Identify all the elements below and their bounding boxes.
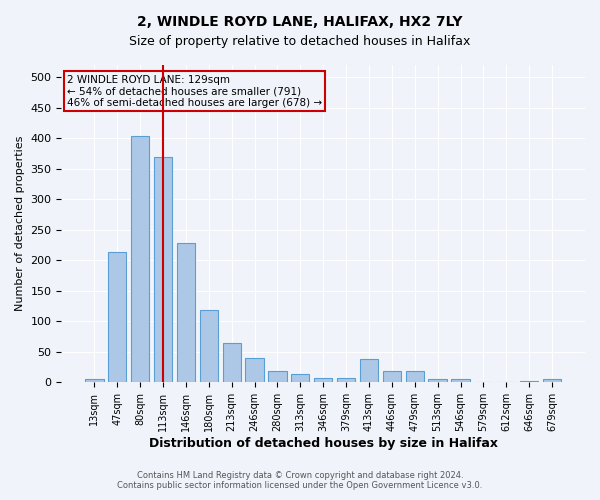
Bar bbox=[337, 378, 355, 382]
Bar bbox=[85, 380, 104, 382]
Bar bbox=[360, 359, 378, 382]
Bar bbox=[131, 136, 149, 382]
Text: 2 WINDLE ROYD LANE: 129sqm
← 54% of detached houses are smaller (791)
46% of sem: 2 WINDLE ROYD LANE: 129sqm ← 54% of deta… bbox=[67, 74, 322, 108]
Bar bbox=[314, 378, 332, 382]
Bar bbox=[268, 372, 287, 382]
Bar bbox=[543, 380, 561, 382]
Y-axis label: Number of detached properties: Number of detached properties bbox=[15, 136, 25, 312]
Bar bbox=[383, 371, 401, 382]
Bar bbox=[223, 344, 241, 382]
Bar bbox=[428, 380, 447, 382]
Bar bbox=[154, 156, 172, 382]
Bar bbox=[520, 381, 538, 382]
X-axis label: Distribution of detached houses by size in Halifax: Distribution of detached houses by size … bbox=[149, 437, 498, 450]
Bar bbox=[200, 310, 218, 382]
Bar bbox=[406, 371, 424, 382]
Bar bbox=[291, 374, 310, 382]
Bar bbox=[177, 243, 195, 382]
Text: Contains HM Land Registry data © Crown copyright and database right 2024.
Contai: Contains HM Land Registry data © Crown c… bbox=[118, 470, 482, 490]
Bar bbox=[108, 252, 127, 382]
Text: Size of property relative to detached houses in Halifax: Size of property relative to detached ho… bbox=[130, 35, 470, 48]
Text: 2, WINDLE ROYD LANE, HALIFAX, HX2 7LY: 2, WINDLE ROYD LANE, HALIFAX, HX2 7LY bbox=[137, 15, 463, 29]
Bar bbox=[451, 380, 470, 382]
Bar bbox=[245, 358, 264, 382]
